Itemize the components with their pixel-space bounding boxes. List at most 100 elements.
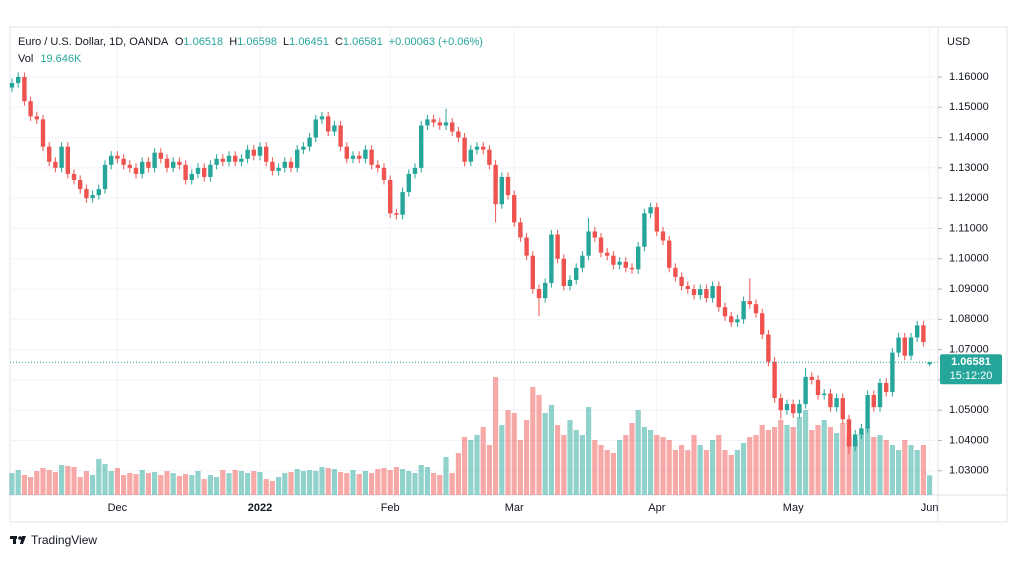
volume-bar xyxy=(598,445,604,495)
volume-bar xyxy=(344,473,350,495)
volume-bar xyxy=(548,405,554,495)
y-tick-label: 1.08000 xyxy=(949,313,989,325)
volume-bar xyxy=(691,435,697,495)
candle-body xyxy=(648,207,653,214)
volume-bar xyxy=(437,475,443,495)
volume-bar xyxy=(356,474,362,495)
brand-logo: TradingView xyxy=(10,533,97,547)
candle-body xyxy=(741,301,746,320)
candle-body xyxy=(598,237,604,253)
candle-body xyxy=(357,155,362,159)
volume-bar xyxy=(238,471,244,495)
x-tick-label: Dec xyxy=(108,502,128,514)
candle-body xyxy=(809,376,814,380)
candle-body xyxy=(264,146,269,162)
candle-body xyxy=(22,76,27,102)
volume-bar xyxy=(908,445,914,495)
volume-bar xyxy=(114,468,120,495)
volume-bar xyxy=(648,430,654,495)
volume-bar xyxy=(462,437,468,495)
candle-body xyxy=(636,246,641,270)
volume-bar xyxy=(455,453,461,495)
y-tick-label: 1.04000 xyxy=(949,434,989,446)
candle-body xyxy=(667,240,672,268)
volume-bar xyxy=(375,469,381,495)
legend-header: Euro / U.S. Dollar, 1D, OANDA O1.06518 H… xyxy=(18,36,483,48)
volume-bar xyxy=(871,437,877,495)
volume-bar xyxy=(617,440,623,495)
candle-body xyxy=(140,161,145,174)
y-tick-label: 1.11000 xyxy=(949,222,988,234)
volume-bar xyxy=(145,473,151,495)
candle-body xyxy=(567,279,573,286)
candle-body xyxy=(177,161,182,165)
volume-bar xyxy=(592,440,598,495)
y-tick-label: 1.05000 xyxy=(949,404,989,416)
volume-bar xyxy=(226,473,232,495)
volume-bar xyxy=(772,427,778,495)
volume-bar xyxy=(635,410,641,495)
currency-label: USD xyxy=(947,36,970,48)
volume-bar xyxy=(418,465,424,495)
candle-body xyxy=(605,252,610,256)
volume-bar xyxy=(542,413,548,495)
candle-body xyxy=(760,313,765,335)
y-tick-label: 1.07000 xyxy=(949,344,989,356)
candle-body xyxy=(202,167,207,177)
volume-bar xyxy=(9,473,15,495)
ohlc-value: 1.06581 xyxy=(343,36,383,48)
candle-body xyxy=(282,161,287,168)
candle-body xyxy=(617,261,622,265)
y-tick-label: 1.16000 xyxy=(949,71,989,83)
candle-body xyxy=(834,398,839,408)
candle-body xyxy=(437,122,442,126)
candle-body xyxy=(890,352,895,393)
candle-body xyxy=(815,379,821,396)
volume-bar xyxy=(220,470,226,495)
price-label-box xyxy=(940,354,1002,385)
volume-bar xyxy=(424,467,430,495)
volume-bar xyxy=(325,468,331,495)
volume-bar xyxy=(294,469,300,495)
volume-bar xyxy=(679,445,685,495)
candle-body xyxy=(747,301,752,305)
volume-bar xyxy=(59,465,65,495)
candle-body xyxy=(735,319,740,323)
volume-name: Vol xyxy=(18,53,33,65)
candle-body xyxy=(96,189,101,196)
candle-body xyxy=(871,395,876,408)
candle-body xyxy=(710,285,715,299)
volume-bar xyxy=(914,450,920,495)
volume-bar xyxy=(133,474,139,495)
candle-body xyxy=(245,149,250,159)
candle-body xyxy=(164,158,170,168)
y-tick-label: 1.10000 xyxy=(949,253,989,265)
volume-bar xyxy=(412,473,418,495)
candle-body xyxy=(375,164,380,168)
candle-body xyxy=(828,393,833,408)
candle-body xyxy=(524,237,529,256)
candle-body xyxy=(47,146,52,162)
volume-bar xyxy=(381,468,387,495)
plot-area: 1.030001.040001.050001.060001.070001.080… xyxy=(9,27,1002,514)
candle-body xyxy=(536,289,542,299)
candle-body xyxy=(462,137,467,162)
volume-bar xyxy=(71,467,77,495)
brand-name: TradingView xyxy=(31,533,97,547)
volume-bar xyxy=(164,471,170,495)
candle-body xyxy=(152,152,157,168)
volume-bar xyxy=(840,423,846,495)
candle-body xyxy=(580,255,585,268)
candle-body xyxy=(884,382,889,393)
candle-body xyxy=(319,116,325,120)
volume-bar xyxy=(121,475,127,495)
volume-bar xyxy=(827,427,833,495)
candle-body xyxy=(71,173,77,180)
ohlc-label: O xyxy=(175,36,184,48)
volume-bar xyxy=(362,471,368,495)
candle-body xyxy=(400,192,405,215)
volume-bar xyxy=(784,425,790,495)
candle-body xyxy=(561,258,566,286)
volume-legend: Vol 19.646K xyxy=(18,53,82,65)
volume-bar xyxy=(610,453,616,495)
